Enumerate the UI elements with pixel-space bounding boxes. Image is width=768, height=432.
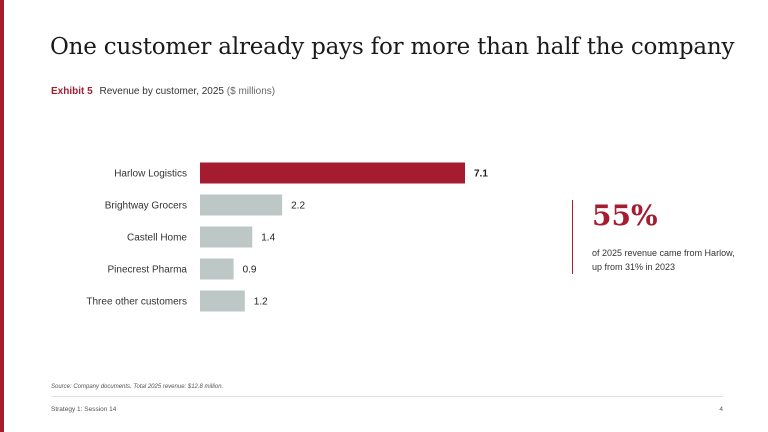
value-label: 0.9: [243, 265, 257, 276]
chart-subtitle: Exhibit 5 Revenue by customer, 2025 ($ m…: [51, 86, 275, 97]
footer-divider: [51, 396, 723, 397]
category-label: Brightway Grocers: [105, 201, 187, 212]
source-note: Source: Company documents. Total 2025 re…: [51, 384, 224, 390]
bar: [200, 290, 245, 312]
callout: 55% of 2025 revenue came from Harlow, up…: [572, 199, 743, 274]
footer-session: Strategy 1: Session 14: [51, 406, 117, 413]
value-label: 1.4: [261, 233, 275, 244]
bar: [200, 258, 234, 280]
page-number: 4: [719, 406, 723, 413]
callout-value: 55%: [592, 199, 658, 232]
bar: [200, 194, 283, 216]
category-label: Castell Home: [127, 233, 187, 244]
bar: [200, 226, 253, 248]
category-label: Three other customers: [86, 297, 187, 308]
category-label: Harlow Logistics: [114, 169, 187, 180]
category-label: Pinecrest Pharma: [108, 265, 188, 276]
value-label: 7.1: [474, 169, 488, 180]
value-label: 2.2: [291, 201, 305, 212]
subtitle-text: Revenue by customer, 2025: [99, 86, 224, 97]
accent-bar: [0, 0, 4, 432]
units-label: ($ millions): [226, 86, 276, 97]
exhibit-label: Exhibit 5: [51, 86, 93, 97]
bar: [200, 162, 465, 184]
callout-text: of 2025 revenue came from Harlow, up fro…: [592, 248, 735, 272]
slide-title: One customer already pays for more than …: [50, 34, 735, 60]
value-label: 1.2: [254, 297, 268, 308]
